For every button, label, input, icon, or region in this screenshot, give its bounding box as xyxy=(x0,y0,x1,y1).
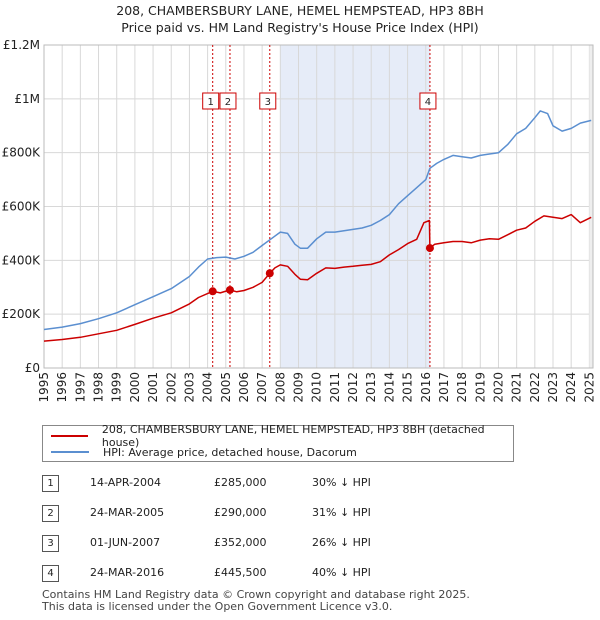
sale-label: 4 xyxy=(425,97,431,108)
plot-border xyxy=(43,44,594,369)
transaction-number: 3 xyxy=(42,535,59,552)
x-tick-label: 2005 xyxy=(219,372,233,403)
transaction-number: 4 xyxy=(42,565,59,582)
x-tick-label: 2018 xyxy=(455,372,469,403)
sale-point xyxy=(208,287,217,296)
sale-label: 1 xyxy=(208,97,214,108)
transaction-price: £352,000 xyxy=(214,536,267,549)
x-tick-label: 2010 xyxy=(310,372,324,403)
future-hatch xyxy=(589,45,593,368)
x-tick-label: 2019 xyxy=(473,372,487,403)
legend-item-property: 208, CHAMBERSBURY LANE, HEMEL HEMPSTEAD,… xyxy=(51,423,513,449)
x-tick-label: 2025 xyxy=(582,372,596,403)
x-tick-label: 2009 xyxy=(292,372,306,403)
legend-swatch-hpi xyxy=(51,451,89,453)
x-tick-label: 2008 xyxy=(273,372,287,403)
chart-title: 208, CHAMBERSBURY LANE, HEMEL HEMPSTEAD,… xyxy=(0,2,600,36)
x-tick-label: 2022 xyxy=(528,372,542,403)
transaction-hpi: 26% ↓ HPI xyxy=(312,536,371,549)
x-tick-label: 2023 xyxy=(546,372,560,403)
transaction-hpi: 30% ↓ HPI xyxy=(312,476,371,489)
y-tick-label: £800K xyxy=(2,146,42,160)
legend-label-hpi: HPI: Average price, detached house, Daco… xyxy=(103,445,357,459)
x-tick-label: 1995 xyxy=(37,372,51,403)
transaction-number: 1 xyxy=(42,475,59,492)
x-tick-label: 2017 xyxy=(437,372,451,403)
table-row: 4 24-MAR-2016 £445,500 40% ↓ HPI xyxy=(42,565,462,582)
x-tick-label: 1997 xyxy=(73,372,87,403)
table-row: 3 01-JUN-2007 £352,000 26% ↓ HPI xyxy=(42,535,462,552)
x-tick-label: 2004 xyxy=(201,372,215,403)
y-tick-label: £1M xyxy=(14,92,40,106)
sale-label-box xyxy=(219,92,237,110)
y-tick-label: £1.2M xyxy=(3,38,40,52)
x-tick-label: 2003 xyxy=(182,372,196,403)
x-tick-label: 2002 xyxy=(164,372,178,403)
x-tick-label: 2014 xyxy=(382,372,396,403)
transaction-date: 24-MAR-2005 xyxy=(90,506,165,519)
x-tick-label: 2006 xyxy=(237,372,251,403)
x-tick-label: 2020 xyxy=(491,372,505,403)
x-tick-label: 1999 xyxy=(110,372,124,403)
x-tick-label: 2001 xyxy=(146,372,160,403)
legend-item-hpi: HPI: Average price, detached house, Daco… xyxy=(51,444,357,460)
sale-label: 3 xyxy=(265,97,271,108)
y-tick-label: £200K xyxy=(2,307,42,321)
transaction-hpi: 31% ↓ HPI xyxy=(312,506,371,519)
y-tick-label: £0 xyxy=(25,361,40,375)
sale-point xyxy=(425,244,434,253)
transaction-price: £285,000 xyxy=(214,476,267,489)
x-tick-label: 2016 xyxy=(419,372,433,403)
title-line-1: 208, CHAMBERSBURY LANE, HEMEL HEMPSTEAD,… xyxy=(116,3,484,18)
x-tick-label: 1996 xyxy=(55,372,69,403)
transaction-number: 2 xyxy=(42,505,59,522)
legend: 208, CHAMBERSBURY LANE, HEMEL HEMPSTEAD,… xyxy=(42,423,514,462)
footer-license: This data is licensed under the Open Gov… xyxy=(42,600,393,613)
transaction-date: 24-MAR-2016 xyxy=(90,566,165,579)
series-line xyxy=(43,213,592,342)
legend-swatch-property xyxy=(51,435,88,437)
x-tick-label: 2015 xyxy=(401,372,415,403)
sale-label-box xyxy=(202,92,220,110)
sale-point xyxy=(265,269,274,278)
transaction-price: £445,500 xyxy=(214,566,267,579)
legend-label-property: 208, CHAMBERSBURY LANE, HEMEL HEMPSTEAD,… xyxy=(101,423,485,449)
x-tick-label: 2000 xyxy=(128,372,142,403)
y-tick-label: £600K xyxy=(2,200,42,214)
footer: Contains HM Land Registry data © Crown c… xyxy=(42,589,470,613)
price-chart: £0 £200K £400K £600K £800K £1M £1.2M 1995 1996 19… xyxy=(2,38,597,403)
sale-point xyxy=(225,285,234,294)
footer-copyright: Contains HM Land Registry data © Crown c… xyxy=(42,588,470,601)
series-line xyxy=(43,110,592,331)
sale-label: 2 xyxy=(225,97,231,108)
x-tick-label: 2012 xyxy=(346,372,360,403)
x-tick-label: 2007 xyxy=(255,372,269,403)
x-tick-label: 2013 xyxy=(364,372,378,403)
transaction-hpi: 40% ↓ HPI xyxy=(312,566,371,579)
y-tick-label: £400K xyxy=(2,253,42,267)
table-row: 2 24-MAR-2005 £290,000 31% ↓ HPI xyxy=(42,505,462,522)
table-row: 1 14-APR-2004 £285,000 30% ↓ HPI xyxy=(42,475,462,492)
x-tick-label: 2011 xyxy=(328,372,342,403)
sale-label-box xyxy=(419,92,437,110)
x-tick-label: 1998 xyxy=(92,372,106,403)
x-tick-label: 2024 xyxy=(564,372,578,403)
sale-label-box xyxy=(259,92,277,110)
title-line-2: Price paid vs. HM Land Registry's House … xyxy=(121,20,479,35)
x-tick-label: 2021 xyxy=(510,372,524,403)
transaction-date: 01-JUN-2007 xyxy=(90,536,161,549)
transaction-date: 14-APR-2004 xyxy=(90,476,162,489)
transaction-price: £290,000 xyxy=(214,506,267,519)
